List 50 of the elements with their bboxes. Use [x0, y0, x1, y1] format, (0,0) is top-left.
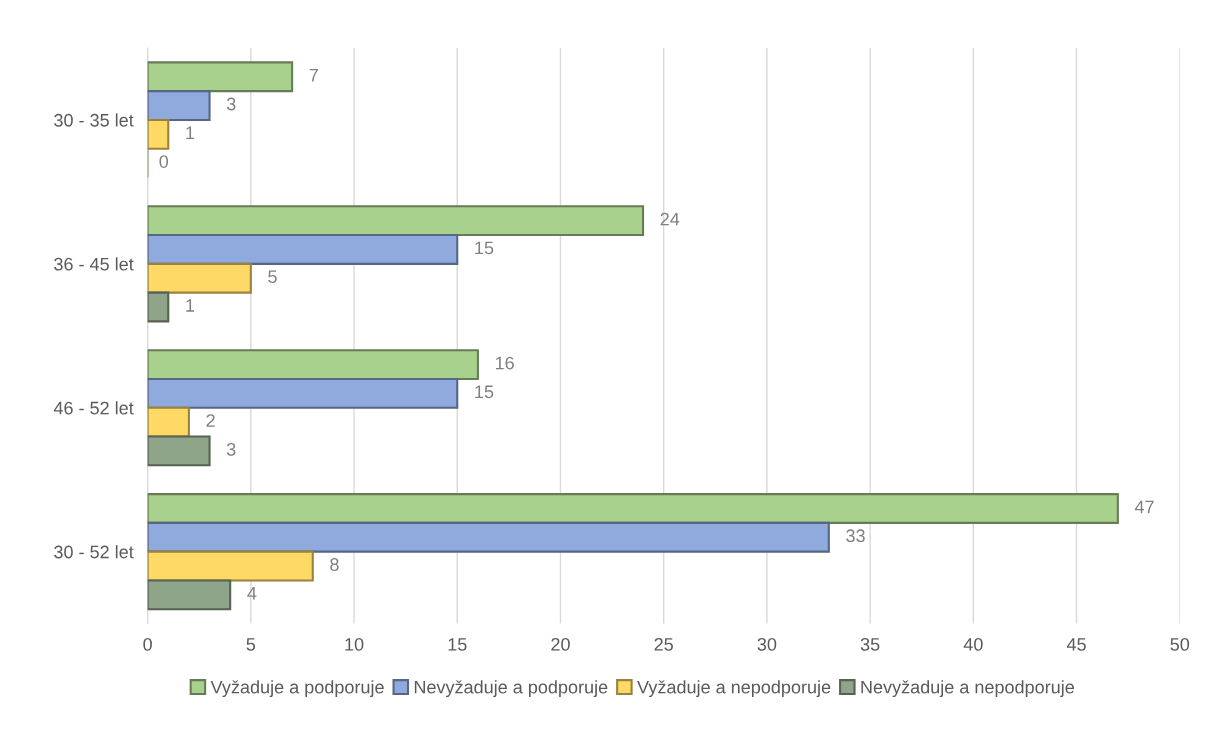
x-tick-label: 30	[757, 637, 777, 651]
bar	[147, 262, 252, 294]
bar	[147, 205, 645, 237]
bar	[147, 406, 190, 438]
bar	[147, 550, 314, 582]
bar	[147, 90, 211, 121]
data-label: 24	[660, 212, 680, 226]
y-tick-label: 30 - 52 let	[54, 545, 134, 559]
x-tick-label: 20	[551, 637, 570, 651]
bar	[147, 493, 1119, 524]
legend-label: Nevyžaduje a nepodporuje	[861, 680, 1074, 698]
data-label: 2	[206, 414, 215, 427]
bar	[147, 435, 211, 467]
data-label: 0	[159, 155, 169, 168]
data-label: 1	[186, 299, 195, 312]
y-tick-label: 46 - 52 let	[53, 401, 134, 415]
bar	[147, 118, 170, 150]
data-label: 3	[226, 442, 236, 456]
x-tick-label: 10	[345, 637, 364, 651]
bar	[147, 349, 479, 380]
y-tick-label: 30 - 35 let	[54, 113, 134, 127]
x-tick-label: 50	[1170, 637, 1190, 651]
data-label: 4	[247, 587, 257, 600]
data-label: 1	[186, 126, 195, 139]
data-label: 7	[309, 69, 318, 82]
data-label: 8	[330, 558, 339, 571]
legend-label: Nevyžaduje a podporuje	[414, 680, 608, 698]
bar	[147, 234, 459, 265]
bar	[147, 61, 294, 93]
y-tick-label: 36 - 45 let	[54, 257, 134, 271]
data-label: 33	[846, 529, 865, 543]
data-label: 15	[475, 385, 494, 399]
x-tick-label: 0	[143, 637, 152, 651]
legend-label: Vyžaduje a podporuje	[210, 680, 384, 698]
data-label: 3	[226, 97, 236, 111]
x-tick-label: 40	[963, 637, 983, 651]
x-tick-label: 35	[860, 637, 880, 651]
legend-label: Vyžaduje a nepodporuje	[637, 680, 831, 698]
x-tick-label: 25	[654, 637, 673, 651]
bar	[147, 377, 459, 409]
data-label: 15	[475, 241, 494, 255]
data-label: 16	[495, 356, 514, 370]
data-label: 47	[1134, 500, 1154, 514]
bar	[147, 521, 830, 553]
x-tick-label: 5	[246, 638, 256, 651]
data-label: 5	[268, 270, 277, 284]
x-tick-label: 15	[448, 638, 467, 651]
bar	[147, 291, 170, 323]
bar	[147, 579, 232, 611]
x-tick-label: 45	[1066, 638, 1086, 651]
